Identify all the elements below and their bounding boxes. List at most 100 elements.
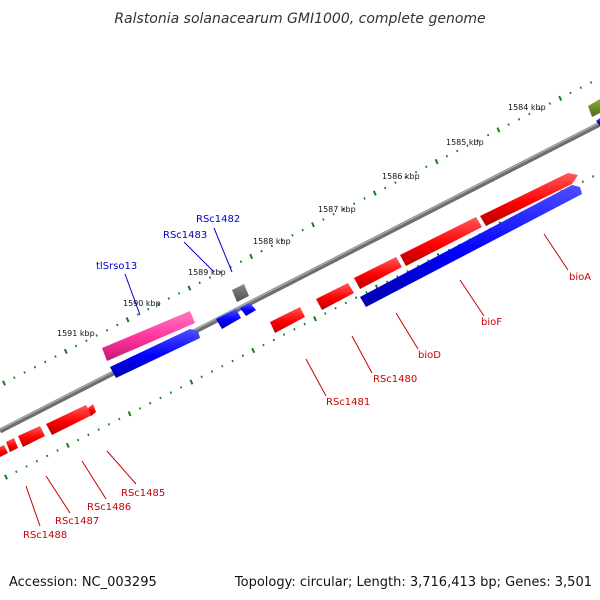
inner-scale-tick: [324, 312, 327, 315]
outer-scale-tick: [167, 297, 170, 300]
gene-label-bioA: bioA: [569, 272, 591, 283]
callout-RSc1486: [81, 460, 107, 500]
gene-RSc1487-arrow: [6, 438, 18, 452]
outer-scale-tick: [476, 139, 479, 142]
inner-scale-tick: [200, 375, 203, 379]
inner-scale-tick: [118, 417, 121, 421]
inner-scale-tick: [231, 359, 234, 363]
outer-scale-tick: [414, 170, 418, 174]
callout-bioD: [395, 312, 419, 350]
genome-backbone: [0, 121, 600, 434]
outer-scale-tick: [579, 86, 582, 89]
inner-scale-tick: [272, 338, 275, 342]
outer-scale-tick: [589, 81, 593, 84]
gene-RSc1481-arrow: [270, 307, 305, 333]
outer-scale-tick: [425, 165, 428, 169]
outer-scale-tick: [456, 149, 459, 153]
outer-scale-tick: [496, 127, 501, 133]
inner-scale-tick: [149, 401, 152, 405]
outer-scale-tick: [229, 265, 232, 269]
callout-bioA: [543, 233, 569, 271]
gene-label-RSc1485: RSc1485: [121, 488, 165, 499]
gene-label-RSc1480: RSc1480: [373, 374, 417, 385]
inner-scale-tick: [159, 396, 162, 400]
inner-scale-tick: [210, 370, 214, 373]
map-title: Ralstonia solanacearum GMI1000, complete…: [114, 11, 485, 27]
callout-tlSrso13: [124, 273, 141, 316]
outer-scale-tick: [445, 154, 449, 158]
outer-scale-tick: [147, 307, 150, 311]
outer-scale-tick: [208, 276, 212, 279]
outer-scale-tick: [466, 144, 469, 147]
outer-scale-tick: [363, 197, 366, 200]
inner-scale-tick: [581, 180, 584, 183]
outer-scale-tick: [486, 133, 490, 137]
gene-label-RSc1481: RSc1481: [326, 397, 370, 408]
outer-scale-tick: [538, 107, 541, 111]
inner-scale-tick: [65, 442, 70, 449]
callout-RSc1483: [183, 241, 215, 273]
gene-bioF-arrow: [400, 217, 482, 266]
gene-tlSrso13-reverse-arrow: [110, 329, 200, 378]
inner-scale-tick: [334, 306, 337, 310]
outer-scale-tick: [394, 181, 397, 184]
gene-label-RSc1482: RSc1482: [196, 214, 240, 225]
inner-scale-tick: [365, 291, 368, 294]
gene-callout-lines: [25, 227, 569, 527]
scale-label-1586: 1586 kbp: [382, 172, 420, 181]
outer-scale-tick: [74, 344, 78, 348]
inner-scale-tick: [76, 438, 80, 442]
gene-label-RSc1483: RSc1483: [163, 230, 207, 241]
genome-backbone-highlight: [0, 121, 600, 431]
outer-scale-tick: [311, 222, 315, 228]
callout-RSc1485: [106, 450, 137, 485]
inner-scale-tick: [251, 347, 256, 354]
callout-RSc1482: [213, 227, 233, 273]
inner-scale-tick: [4, 474, 8, 480]
scale-label-1588: 1588 kbp: [253, 237, 291, 246]
inner-scale-tick: [591, 175, 595, 178]
inner-scale-tick: [138, 407, 142, 410]
gene-label-RSc1486: RSc1486: [87, 502, 131, 513]
inner-scale-tick: [344, 301, 348, 305]
outer-scale-tick: [558, 95, 563, 101]
outer-scale-tick: [187, 285, 192, 291]
outer-scale-tick: [434, 158, 439, 165]
inner-scale-tick: [169, 391, 172, 394]
outer-scale-tick: [249, 253, 254, 260]
outer-scale-tick: [157, 302, 160, 306]
outer-scale-tick: [353, 202, 356, 205]
outer-scale-tick: [322, 218, 325, 221]
inner-scale-tick: [189, 379, 194, 385]
inner-scale-tick: [355, 296, 358, 299]
inner-scale-tick: [46, 454, 49, 458]
outer-scale-tick: [528, 112, 531, 116]
inner-scale-tick: [262, 343, 265, 347]
callout-bioF: [459, 279, 485, 317]
gene-reverse-long-arrow: [360, 185, 582, 307]
scale-label-1587: 1587 kbp: [318, 205, 356, 214]
outer-scale-tick: [105, 329, 109, 332]
gene-RSc1485-arrow: [46, 405, 92, 435]
outer-scale-tick: [125, 317, 130, 323]
gene-label-bioF: bioF: [481, 317, 502, 328]
outer-scale-tick: [198, 281, 201, 285]
outer-scale-tick: [116, 323, 119, 327]
callout-RSc1481: [305, 358, 327, 397]
outer-scale-tick: [291, 234, 294, 237]
genome-summary-text: Topology: circular; Length: 3,716,413 bp…: [234, 575, 592, 590]
outer-scale-tick: [33, 365, 37, 369]
gene-label-bioD: bioD: [418, 350, 441, 361]
outer-scale-tick: [507, 123, 510, 126]
outer-scale-tick: [332, 212, 335, 216]
gene-label-RSc1487: RSc1487: [55, 516, 99, 527]
outer-scale-tick: [260, 249, 263, 253]
inner-scale-tick: [97, 428, 100, 431]
rna-tlSrso13-feature: [102, 311, 195, 361]
outer-scale-tick: [136, 313, 140, 316]
callout-RSc1480: [351, 335, 373, 374]
inner-scale-tick: [35, 459, 39, 463]
outer-scale-tick: [219, 270, 222, 274]
